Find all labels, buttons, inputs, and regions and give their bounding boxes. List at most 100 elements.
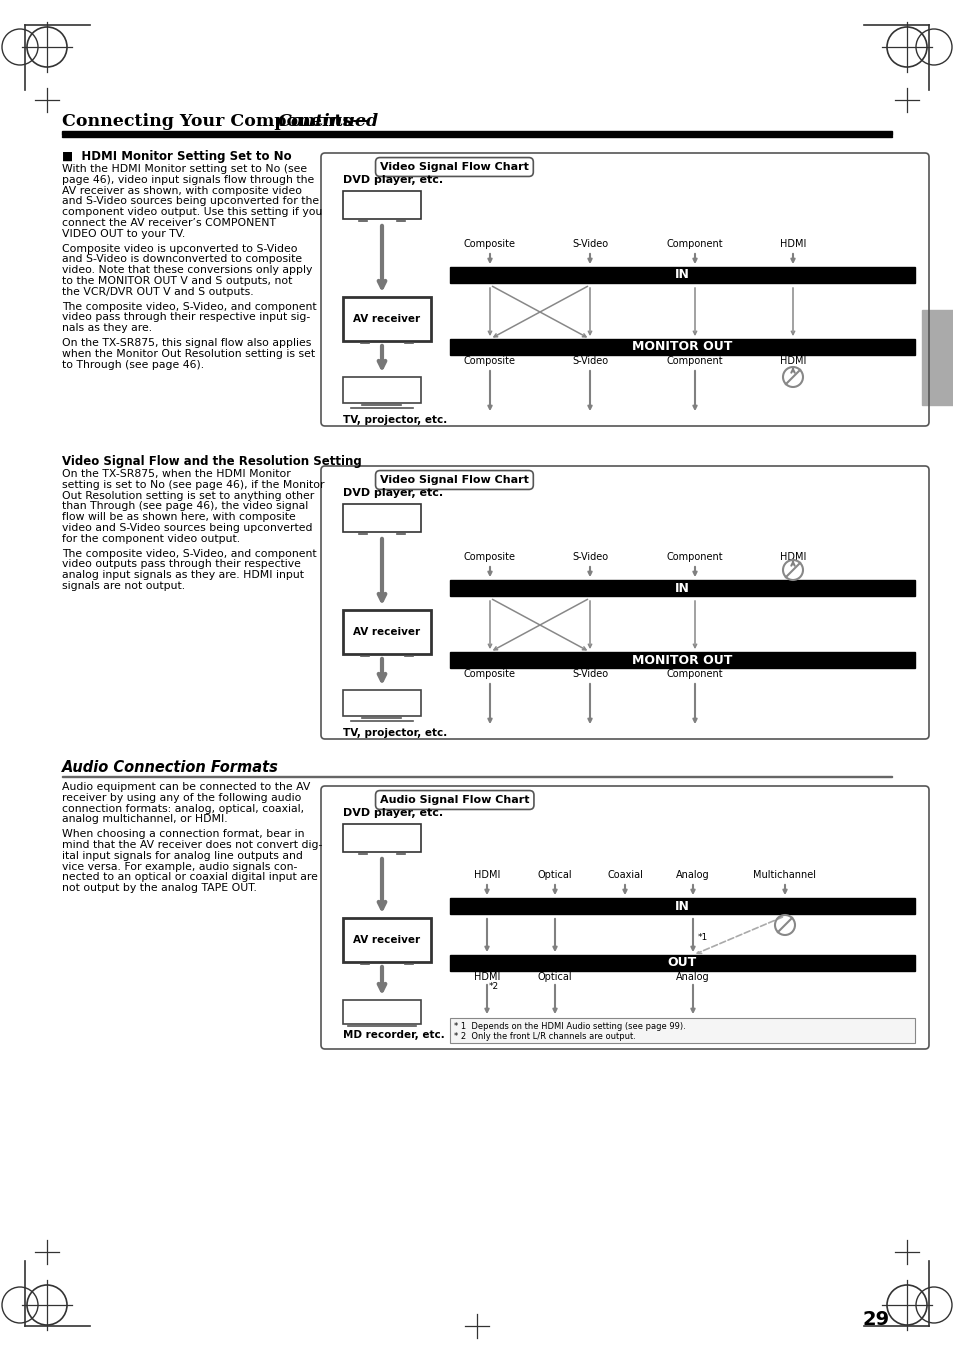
Text: flow will be as shown here, with composite: flow will be as shown here, with composi… — [62, 512, 295, 523]
Text: Video Signal Flow and the Resolution Setting: Video Signal Flow and the Resolution Set… — [62, 455, 361, 467]
Text: analog multichannel, or HDMI.: analog multichannel, or HDMI. — [62, 815, 228, 824]
Text: AV receiver: AV receiver — [353, 627, 420, 638]
Text: Analog: Analog — [676, 870, 709, 880]
Text: DVD player, etc.: DVD player, etc. — [343, 808, 442, 817]
Text: IN: IN — [675, 900, 689, 912]
Text: video. Note that these conversions only apply: video. Note that these conversions only … — [62, 265, 312, 276]
Text: vice versa. For example, audio signals con-: vice versa. For example, audio signals c… — [62, 862, 297, 871]
Text: connect the AV receiver’s COMPONENT: connect the AV receiver’s COMPONENT — [62, 218, 275, 228]
Bar — [343, 1000, 420, 1024]
Bar — [450, 653, 914, 667]
Text: *1: *1 — [698, 934, 707, 943]
Text: ital input signals for analog line outputs and: ital input signals for analog line outpu… — [62, 851, 302, 861]
Bar — [450, 267, 914, 282]
Text: IN: IN — [675, 581, 689, 594]
Text: Component: Component — [666, 357, 722, 366]
Text: Out Resolution setting is set to anything other: Out Resolution setting is set to anythin… — [62, 490, 314, 501]
Text: Composite: Composite — [463, 669, 516, 680]
Text: When choosing a connection format, bear in: When choosing a connection format, bear … — [62, 830, 304, 839]
Text: ■  HDMI Monitor Setting Set to No: ■ HDMI Monitor Setting Set to No — [62, 150, 292, 163]
Text: On the TX-SR875, this signal flow also applies: On the TX-SR875, this signal flow also a… — [62, 338, 311, 349]
Text: Composite video is upconverted to S-Video: Composite video is upconverted to S-Vide… — [62, 243, 297, 254]
Text: HDMI: HDMI — [779, 553, 805, 562]
Text: On the TX-SR875, when the HDMI Monitor: On the TX-SR875, when the HDMI Monitor — [62, 469, 291, 480]
Bar — [343, 377, 420, 403]
Text: HDMI: HDMI — [779, 357, 805, 366]
Text: video pass through their respective input sig-: video pass through their respective inpu… — [62, 312, 310, 323]
Text: MONITOR OUT: MONITOR OUT — [632, 654, 732, 666]
Text: *2: *2 — [489, 982, 498, 992]
Text: and S-Video is downconverted to composite: and S-Video is downconverted to composit… — [62, 254, 302, 265]
Text: and S-Video sources being upconverted for the: and S-Video sources being upconverted fo… — [62, 196, 319, 207]
Text: mind that the AV receiver does not convert dig-: mind that the AV receiver does not conve… — [62, 840, 322, 850]
Bar — [343, 190, 420, 219]
Text: Optical: Optical — [537, 971, 572, 982]
Text: Composite: Composite — [463, 553, 516, 562]
Text: S-Video: S-Video — [572, 553, 607, 562]
Text: the VCR/DVR OUT V and S outputs.: the VCR/DVR OUT V and S outputs. — [62, 286, 253, 297]
Text: AV receiver: AV receiver — [353, 313, 420, 324]
Text: S-Video: S-Video — [572, 239, 607, 249]
Text: S-Video: S-Video — [572, 357, 607, 366]
Bar — [343, 690, 420, 716]
Text: Multichannel: Multichannel — [753, 870, 816, 880]
Text: connection formats: analog, optical, coaxial,: connection formats: analog, optical, coa… — [62, 804, 304, 813]
Text: AV receiver: AV receiver — [353, 935, 420, 944]
Text: IN: IN — [675, 269, 689, 281]
Text: MONITOR OUT: MONITOR OUT — [632, 340, 732, 354]
Text: * 1  Depends on the HDMI Audio setting (see page 99).: * 1 Depends on the HDMI Audio setting (s… — [454, 1021, 685, 1031]
Text: to the MONITOR OUT V and S outputs, not: to the MONITOR OUT V and S outputs, not — [62, 276, 292, 286]
Text: TV, projector, etc.: TV, projector, etc. — [343, 728, 447, 738]
Text: video and S-Video sources being upconverted: video and S-Video sources being upconver… — [62, 523, 313, 534]
Text: Composite: Composite — [463, 357, 516, 366]
Bar — [343, 504, 420, 532]
Text: 29: 29 — [862, 1310, 889, 1329]
Text: when the Monitor Out Resolution setting is set: when the Monitor Out Resolution setting … — [62, 349, 314, 359]
Text: page 46), video input signals flow through the: page 46), video input signals flow throu… — [62, 174, 314, 185]
Text: S-Video: S-Video — [572, 669, 607, 680]
Text: HDMI: HDMI — [779, 239, 805, 249]
Text: nals as they are.: nals as they are. — [62, 323, 152, 334]
Text: OUT: OUT — [667, 957, 697, 970]
Text: DVD player, etc.: DVD player, etc. — [343, 488, 442, 499]
Text: With the HDMI Monitor setting set to No (see: With the HDMI Monitor setting set to No … — [62, 163, 307, 174]
Text: component video output. Use this setting if you: component video output. Use this setting… — [62, 207, 322, 218]
Text: Continued: Continued — [277, 113, 378, 130]
Bar — [343, 917, 431, 962]
Text: video outputs pass through their respective: video outputs pass through their respect… — [62, 559, 300, 569]
Bar — [343, 611, 431, 654]
Text: receiver by using any of the following audio: receiver by using any of the following a… — [62, 793, 301, 802]
Text: Video Signal Flow Chart: Video Signal Flow Chart — [379, 476, 528, 485]
Bar — [450, 339, 914, 355]
Text: than Through (see page 46), the video signal: than Through (see page 46), the video si… — [62, 501, 308, 512]
Text: for the component video output.: for the component video output. — [62, 534, 240, 544]
Text: Video Signal Flow Chart: Video Signal Flow Chart — [379, 162, 528, 172]
Text: * 2  Only the front L/R channels are output.: * 2 Only the front L/R channels are outp… — [454, 1032, 636, 1042]
Text: DVD player, etc.: DVD player, etc. — [343, 176, 442, 185]
Text: Connecting Your Components—: Connecting Your Components— — [62, 113, 369, 130]
Text: Component: Component — [666, 553, 722, 562]
Bar — [450, 580, 914, 596]
Text: Audio Signal Flow Chart: Audio Signal Flow Chart — [379, 794, 529, 805]
Text: Composite: Composite — [463, 239, 516, 249]
Text: Audio equipment can be connected to the AV: Audio equipment can be connected to the … — [62, 782, 310, 792]
Text: nected to an optical or coaxial digital input are: nected to an optical or coaxial digital … — [62, 873, 317, 882]
Text: Component: Component — [666, 669, 722, 680]
Text: The composite video, S-Video, and component: The composite video, S-Video, and compon… — [62, 549, 316, 558]
Text: MD recorder, etc.: MD recorder, etc. — [343, 1029, 444, 1040]
Text: VIDEO OUT to your TV.: VIDEO OUT to your TV. — [62, 228, 185, 239]
Text: analog input signals as they are. HDMI input: analog input signals as they are. HDMI i… — [62, 570, 304, 580]
Text: Analog: Analog — [676, 971, 709, 982]
Bar — [921, 309, 953, 405]
Text: Optical: Optical — [537, 870, 572, 880]
Text: HDMI: HDMI — [474, 971, 499, 982]
Text: to Through (see page 46).: to Through (see page 46). — [62, 359, 204, 370]
Text: HDMI: HDMI — [474, 870, 499, 880]
Text: signals are not output.: signals are not output. — [62, 581, 185, 590]
Bar — [343, 824, 420, 852]
Bar — [343, 297, 431, 340]
Text: not output by the analog TAPE OUT.: not output by the analog TAPE OUT. — [62, 884, 256, 893]
Text: Coaxial: Coaxial — [606, 870, 642, 880]
Text: Component: Component — [666, 239, 722, 249]
Text: AV receiver as shown, with composite video: AV receiver as shown, with composite vid… — [62, 185, 302, 196]
